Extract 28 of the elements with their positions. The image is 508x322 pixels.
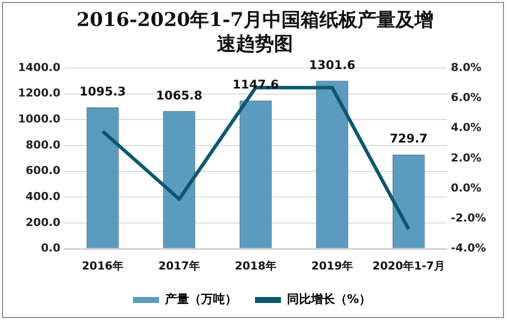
y-tick-label: 200.0: [26, 216, 61, 229]
y2-tick-label: 6.0%: [450, 90, 482, 104]
x-tick-label: 2018年: [234, 259, 276, 272]
y2-tick-label: 8.0%: [450, 60, 482, 74]
y-tick-label: 1400.0: [18, 60, 61, 74]
legend-label: 产量（万吨）: [164, 292, 237, 306]
text: 1301.6: [309, 58, 356, 72]
y2-tick-label: 0.0%: [450, 181, 482, 194]
text: 729.7: [390, 132, 428, 146]
text: 1147.6: [232, 78, 279, 92]
text: 1065.8: [156, 88, 202, 102]
y-tick-label: 0.0: [40, 242, 61, 255]
y-tick-label: 1200.0: [18, 86, 61, 100]
y2-tick-label: -4.0%: [450, 242, 486, 255]
chart-title: 2016-2020年1-7月中国箱纸板产量及增速趋势图: [76, 8, 434, 56]
text: 1095.3: [80, 84, 126, 98]
y-tick-label: 400.0: [26, 190, 61, 203]
legend-label: 同比增长（%）: [286, 292, 372, 306]
x-tick-label: 2017年: [158, 259, 200, 272]
y-tick-label: 1000.0: [18, 112, 61, 126]
y2-tick-label: 4.0%: [450, 121, 482, 134]
y-tick-label: 600.0: [26, 164, 61, 178]
x-tick-label: 2019年: [311, 259, 353, 272]
y2-tick-label: 2.0%: [450, 151, 482, 164]
y-tick-label: 800.0: [26, 138, 61, 152]
y2-tick-label: -2.0%: [450, 212, 486, 225]
x-tick-label: 2020年1-7月: [372, 259, 445, 272]
x-tick-label: 2016年: [82, 259, 124, 272]
